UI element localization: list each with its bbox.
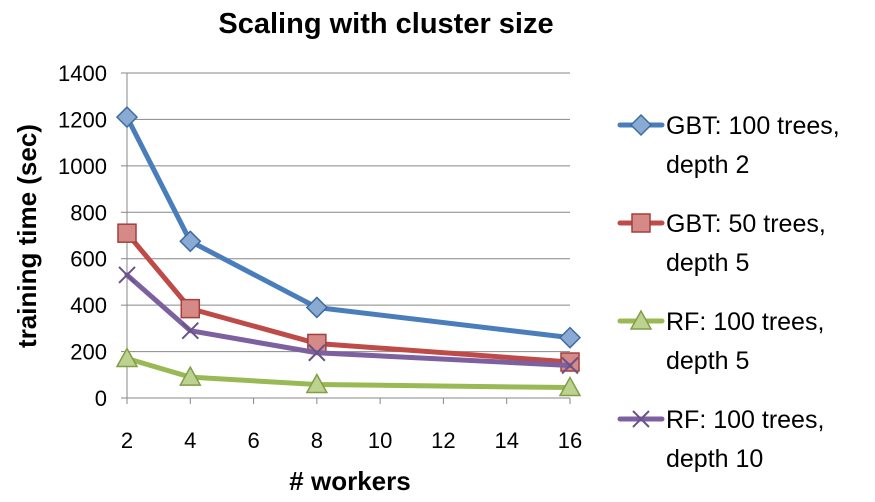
legend-marker-1 — [629, 113, 653, 137]
y-tick-label: 1200 — [58, 107, 107, 132]
series-1-point — [305, 296, 328, 319]
series-4-point — [561, 356, 579, 375]
y-tick-label: 200 — [70, 340, 107, 365]
series-3-point — [558, 376, 582, 397]
y-tick-label: 600 — [70, 247, 107, 272]
series-4-point — [118, 266, 136, 284]
series-3-point — [115, 346, 139, 368]
series-1-point — [179, 230, 202, 253]
series-2-point — [117, 223, 137, 243]
x-tick-label: 12 — [431, 428, 455, 453]
chart-title: Scaling with cluster size — [218, 8, 553, 40]
x-axis-title: # workers — [289, 466, 410, 496]
legend-label-4: depth 10 — [666, 445, 763, 473]
y-tick-label: 800 — [70, 200, 107, 225]
legend: GBT: 100 trees, depth 2 GBT: 50 trees, dept… — [617, 112, 840, 473]
x-tick-label: 10 — [368, 428, 392, 453]
y-tick-label: 1000 — [58, 154, 107, 179]
x-tick-label: 8 — [311, 428, 323, 453]
series-4-point — [308, 344, 326, 362]
x-tick-label: 16 — [558, 428, 582, 453]
y-tick-label: 0 — [95, 386, 107, 411]
legend-marker-4 — [632, 410, 650, 428]
x-tick-label: 4 — [184, 428, 196, 453]
series-2-point — [180, 298, 201, 319]
y-axis-title: training time (sec) — [12, 124, 42, 348]
y-tick-label: 1400 — [58, 61, 107, 86]
series — [115, 106, 582, 397]
legend-marker-2 — [631, 213, 651, 233]
legend-label-1: GBT: 100 trees, — [666, 112, 840, 140]
legend-label-2: GBT: 50 trees, — [666, 210, 826, 238]
y-tick-label: 400 — [70, 293, 107, 318]
series-3-point — [305, 372, 329, 394]
legend-label-2: depth 5 — [666, 249, 749, 277]
legend-label-3: depth 5 — [666, 347, 749, 375]
series-line-3 — [124, 356, 573, 391]
legend-label-3: RF: 100 trees, — [666, 308, 824, 336]
legend-label-1: depth 2 — [666, 151, 749, 179]
x-tick-label: 6 — [247, 428, 259, 453]
series-line-1 — [124, 114, 573, 341]
series-2-point — [560, 352, 580, 372]
legend-label-4: RF: 100 trees, — [666, 406, 824, 434]
series-1-point — [558, 326, 582, 349]
x-tick-label: 2 — [121, 428, 133, 453]
series-3-point — [179, 365, 202, 386]
series-4-point — [181, 321, 199, 340]
x-tick-label: 14 — [494, 428, 518, 453]
series-line-4 — [124, 272, 573, 368]
series-1-point — [115, 106, 139, 129]
gridlines — [127, 72, 570, 353]
series-line-2 — [124, 230, 573, 365]
legend-marker-3 — [629, 309, 653, 330]
